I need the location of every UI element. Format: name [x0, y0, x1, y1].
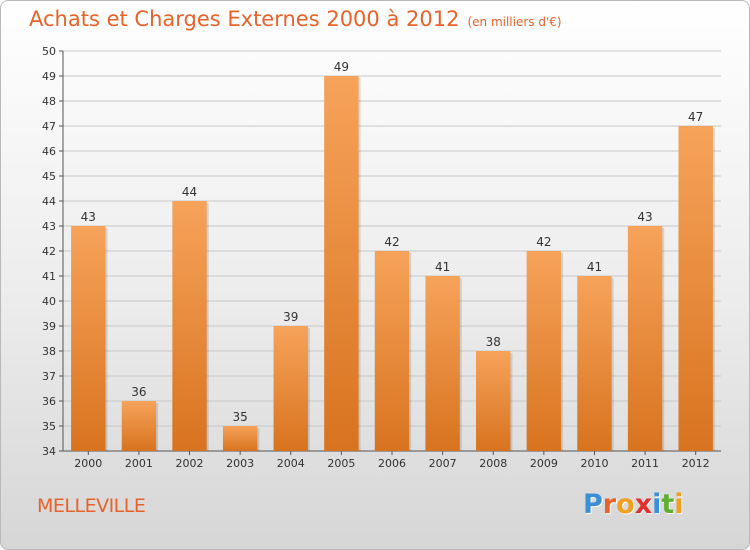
x-tick-label: 2006	[378, 457, 406, 470]
bar-value-label: 38	[486, 335, 501, 349]
y-tick-label: 41	[42, 270, 56, 283]
x-tick-label: 2005	[327, 457, 355, 470]
y-tick-label: 37	[42, 370, 56, 383]
bar	[678, 126, 713, 451]
y-tick-label: 34	[42, 445, 56, 458]
bar	[577, 276, 612, 451]
bar	[222, 426, 258, 451]
y-tick-label: 38	[42, 345, 56, 358]
logo-letter: r	[602, 489, 617, 520]
y-tick-label: 35	[42, 420, 56, 433]
logo-letter: i	[674, 489, 684, 520]
x-tick-label: 2010	[580, 457, 608, 470]
x-tick-label: 2007	[429, 457, 457, 470]
y-tick-label: 49	[42, 70, 56, 83]
x-tick-label: 2004	[277, 457, 305, 470]
bar	[526, 251, 562, 451]
y-tick-label: 42	[42, 245, 56, 258]
logo-letter: t	[661, 489, 675, 520]
y-tick-label: 47	[42, 120, 56, 133]
y-tick-label: 44	[42, 195, 56, 208]
x-tick-label: 2003	[226, 457, 254, 470]
y-tick-label: 50	[42, 45, 56, 58]
x-tick-label: 2001	[125, 457, 153, 470]
chart-title: Achats et Charges Externes 2000 à 2012 (e…	[29, 7, 562, 31]
bar	[374, 251, 410, 451]
bar-value-label: 42	[384, 235, 399, 249]
bar	[172, 201, 207, 451]
bar-value-label: 36	[131, 385, 146, 399]
bar-value-label: 43	[81, 210, 96, 224]
bar	[71, 226, 106, 451]
x-tick-label: 2002	[176, 457, 204, 470]
chart-title-main: Achats et Charges Externes 2000 à 2012	[29, 7, 460, 31]
logo-letter: o	[616, 489, 635, 520]
proxiti-logo: Proxiti	[583, 489, 684, 520]
bars	[71, 76, 715, 451]
x-tick-label: 2008	[479, 457, 507, 470]
y-tick-label: 39	[42, 320, 56, 333]
logo-letter: P	[583, 489, 603, 520]
bar	[121, 401, 157, 451]
bar-value-label: 39	[283, 310, 298, 324]
bar	[425, 276, 460, 451]
bar-value-label: 49	[334, 60, 349, 74]
x-tick-label: 2000	[74, 457, 102, 470]
y-tick-label: 48	[42, 95, 56, 108]
bar-value-label: 44	[182, 185, 197, 199]
bar-value-label: 43	[637, 210, 652, 224]
bar-value-label: 41	[435, 260, 450, 274]
bar	[627, 226, 663, 451]
x-tick-label: 2011	[631, 457, 659, 470]
chart-title-unit: (en milliers d'€)	[467, 15, 562, 29]
y-tick-label: 40	[42, 295, 56, 308]
bar	[476, 351, 511, 451]
town-name: MELLEVILLE	[37, 495, 146, 517]
logo-letter: i	[652, 489, 662, 520]
x-tick-label: 2009	[530, 457, 558, 470]
bar-value-label: 41	[587, 260, 602, 274]
bar	[324, 76, 359, 451]
bar-value-label: 47	[688, 110, 703, 124]
logo-letter: x	[634, 489, 653, 520]
y-tick-label: 46	[42, 145, 56, 158]
labels: 43 2000 36 2001 44 2002 35 2003 39 2004 49 2005 42 20…	[74, 60, 709, 470]
bar-value-label: 42	[536, 235, 551, 249]
y-tick-label: 43	[42, 220, 56, 233]
bar	[273, 326, 308, 451]
x-tick-label: 2012	[682, 457, 710, 470]
bar-value-label: 35	[233, 410, 248, 424]
y-tick-label: 45	[42, 170, 56, 183]
y-tick-label: 36	[42, 395, 56, 408]
